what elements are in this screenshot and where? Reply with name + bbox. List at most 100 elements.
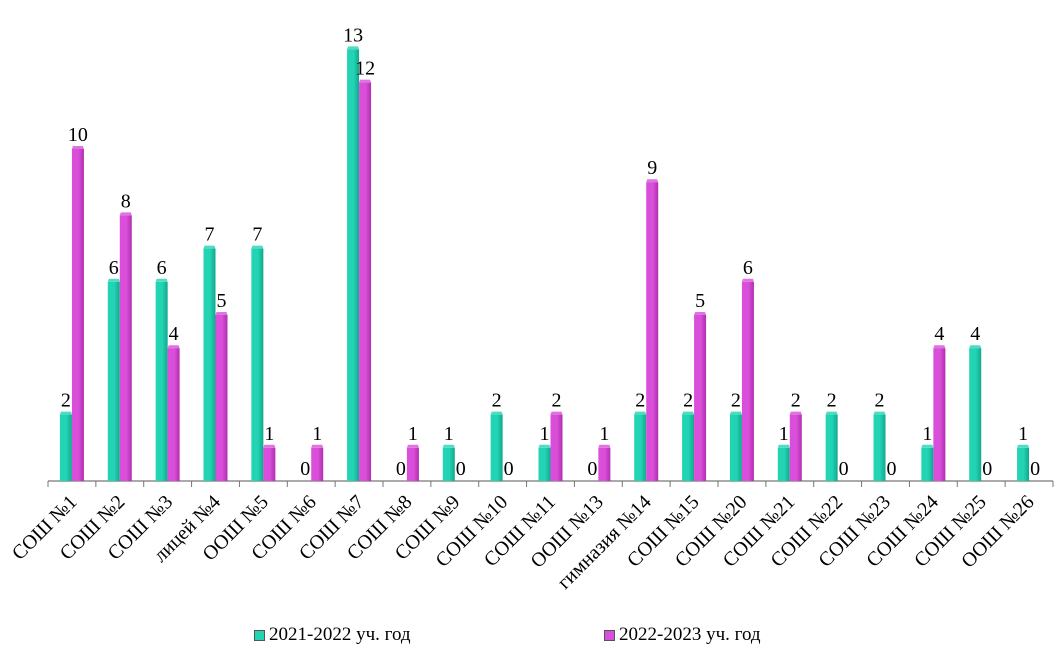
bar-series-1-1 [59, 414, 72, 481]
bar-series-2-2 [119, 215, 132, 481]
bar-top-series-2-3 [167, 345, 180, 349]
data-label-series-2-5: 1 [264, 423, 274, 445]
bar-top-series-2-4 [215, 312, 228, 315]
bar-top-series-2-5 [263, 444, 276, 448]
bar-series-1-18 [873, 414, 886, 481]
legend-item-series-2: 2022-2023 уч. год [604, 624, 761, 646]
legend-item-series-1: 2021-2022 уч. год [254, 624, 411, 646]
legend-swatch-series-1 [254, 629, 265, 641]
bar-top-series-2-15 [741, 278, 754, 282]
data-label-series-2-16: 2 [791, 390, 801, 412]
data-label-series-1-3: 6 [157, 257, 167, 279]
bar-top-series-2-14 [694, 312, 707, 315]
data-label-series-1-2: 6 [109, 257, 119, 279]
legend-label-series-2: 2022-2023 уч. год [619, 624, 761, 645]
bar-series-1-16 [777, 447, 790, 481]
bar-series-1-10 [490, 414, 503, 481]
data-label-series-2-11: 2 [552, 390, 562, 412]
bar-series-2-13 [646, 182, 659, 481]
bar-series-1-15 [729, 414, 742, 481]
data-label-series-2-9: 0 [456, 458, 466, 480]
data-label-series-1-20: 4 [970, 323, 980, 345]
bar-top-series-1-11 [538, 444, 551, 448]
data-label-series-2-1: 10 [68, 124, 88, 146]
bar-series-2-11 [550, 414, 563, 481]
data-label-series-1-5: 7 [252, 224, 262, 246]
data-label-series-1-13: 2 [635, 390, 645, 412]
bar-series-1-14 [682, 414, 695, 481]
data-label-series-1-8: 0 [396, 458, 406, 480]
data-label-series-2-10: 0 [504, 458, 514, 480]
data-label-series-2-8: 1 [408, 423, 418, 445]
data-label-series-1-4: 7 [205, 224, 215, 246]
bar-top-series-1-16 [777, 444, 790, 448]
data-label-series-2-3: 4 [169, 323, 179, 345]
bar-series-1-7 [347, 49, 360, 482]
bar-series-2-8 [406, 447, 419, 481]
data-label-series-1-16: 1 [779, 423, 789, 445]
data-label-series-2-4: 5 [217, 290, 227, 312]
bar-top-series-2-8 [406, 444, 419, 448]
bar-top-series-1-14 [682, 411, 695, 415]
bar-top-series-1-4 [203, 245, 216, 249]
bar-series-2-12 [598, 447, 611, 481]
bar-series-2-4 [215, 315, 228, 481]
bar-top-series-1-10 [490, 411, 503, 415]
bar-top-series-1-3 [155, 278, 168, 282]
bar-top-series-2-19 [933, 345, 946, 349]
bar-series-2-6 [311, 447, 324, 481]
bar-top-series-1-19 [921, 444, 934, 448]
bar-series-2-3 [167, 348, 180, 481]
data-label-series-2-14: 5 [695, 290, 705, 312]
data-label-series-2-2: 8 [121, 190, 131, 212]
data-label-series-1-19: 1 [922, 423, 932, 445]
data-label-series-1-12: 0 [587, 458, 597, 480]
bar-series-1-3 [155, 281, 168, 481]
data-label-series-2-13: 9 [647, 157, 657, 179]
bar-series-1-2 [107, 281, 120, 481]
data-label-series-1-14: 2 [683, 390, 693, 412]
bar-series-2-14 [694, 315, 707, 481]
legend-swatch-series-2 [604, 629, 615, 641]
bar-top-series-2-11 [550, 411, 563, 415]
data-label-series-2-7: 12 [355, 58, 375, 80]
bar-top-series-1-17 [825, 411, 838, 415]
bar-series-1-20 [969, 348, 982, 481]
data-label-series-2-18: 0 [887, 458, 897, 480]
bar-series-2-1 [71, 149, 84, 481]
data-label-series-1-17: 2 [827, 390, 837, 412]
data-label-series-1-10: 2 [492, 390, 502, 412]
bar-top-series-1-20 [969, 345, 982, 349]
bar-series-2-15 [741, 281, 754, 481]
bar-top-series-1-2 [107, 278, 120, 282]
bar-top-series-1-1 [59, 411, 72, 415]
data-label-series-1-18: 2 [875, 390, 885, 412]
bar-top-series-1-21 [1017, 444, 1030, 448]
bar-series-1-21 [1017, 447, 1030, 481]
bar-top-series-2-13 [646, 179, 659, 183]
bar-top-series-2-6 [311, 444, 324, 448]
data-label-series-2-21: 0 [1030, 458, 1040, 480]
bar-top-series-2-7 [359, 79, 372, 83]
bar-top-series-1-9 [442, 444, 455, 448]
bar-series-1-11 [538, 447, 551, 481]
bar-series-2-16 [789, 414, 802, 481]
bar-series-1-4 [203, 248, 216, 481]
bar-top-series-2-2 [119, 212, 132, 216]
bar-top-series-2-1 [71, 146, 84, 149]
data-label-series-1-11: 1 [540, 423, 550, 445]
data-label-series-1-7: 13 [343, 24, 363, 46]
legend: 2021-2022 уч. год 2022-2023 уч. год [0, 624, 1057, 650]
data-label-series-1-15: 2 [731, 390, 741, 412]
data-label-series-2-12: 1 [599, 423, 609, 445]
data-label-series-2-6: 1 [312, 423, 322, 445]
bar-top-series-1-5 [251, 245, 264, 249]
bar-top-series-2-16 [789, 411, 802, 415]
data-label-series-1-21: 1 [1018, 423, 1028, 445]
bar-series-2-7 [359, 82, 372, 481]
bar-series-2-5 [263, 447, 276, 481]
data-label-series-2-19: 4 [934, 323, 944, 345]
bar-top-series-1-13 [634, 411, 647, 415]
legend-label-series-1: 2021-2022 уч. год [269, 624, 411, 645]
